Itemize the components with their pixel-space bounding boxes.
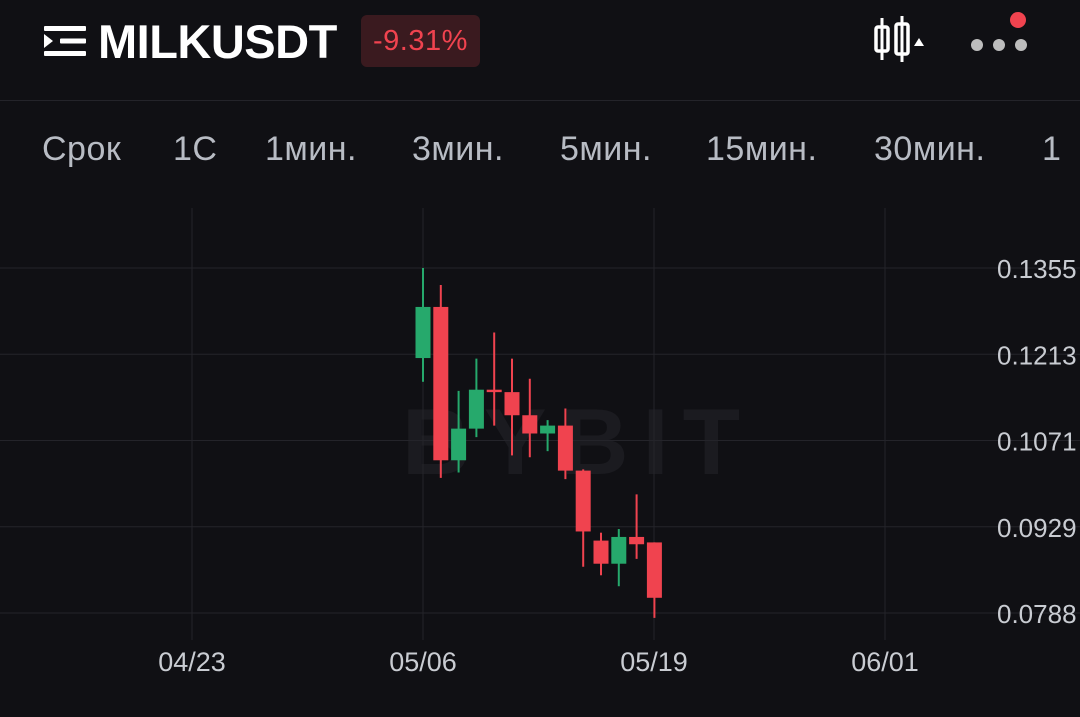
price-change-badge: -9.31% xyxy=(361,15,480,67)
notification-dot-icon xyxy=(1010,12,1026,28)
pair-title[interactable]: MILKUSDT xyxy=(98,15,337,68)
candle-body-up xyxy=(451,428,467,461)
candle-body-down xyxy=(593,540,609,564)
candle-body-down xyxy=(486,389,502,393)
x-axis-tick-label: 04/23 xyxy=(158,647,226,677)
candle-body-down xyxy=(646,542,662,598)
candle-body-up xyxy=(468,389,484,429)
tab-15min[interactable]: 15мин. xyxy=(706,130,818,168)
x-axis-tick-label: 05/06 xyxy=(389,647,457,677)
candle-body-up xyxy=(540,425,556,434)
candle-body-down xyxy=(575,470,591,532)
candle-body-down xyxy=(522,415,538,434)
tab-5min[interactable]: 5мин. xyxy=(560,130,652,168)
candle-body-up xyxy=(415,306,431,359)
candle-body-down xyxy=(557,425,573,471)
timeframe-tabs: Срок 1С 1мин. 3мин. 5мин. 15мин. 30мин. … xyxy=(0,120,1080,180)
tab-1h[interactable]: 1 xyxy=(1042,130,1062,168)
candle-body-down xyxy=(629,536,645,545)
y-axis-tick-label: 0.1213 xyxy=(997,340,1077,370)
tab-1s[interactable]: 1С xyxy=(173,130,218,168)
candle-body-up xyxy=(611,536,627,564)
y-axis-tick-label: 0.0788 xyxy=(997,599,1077,629)
tab-1min[interactable]: 1мин. xyxy=(265,130,357,168)
more-dot-icon xyxy=(971,39,983,51)
candle-body-down xyxy=(433,306,449,461)
tab-3min[interactable]: 3мин. xyxy=(412,130,504,168)
x-axis-tick-label: 06/01 xyxy=(851,647,919,677)
menu-icon[interactable] xyxy=(44,22,88,60)
more-dot-icon xyxy=(993,39,1005,51)
y-axis-tick-label: 0.1355 xyxy=(997,254,1077,284)
more-options-button[interactable] xyxy=(966,12,1032,60)
tab-period[interactable]: Срок xyxy=(42,130,122,168)
y-axis-tick-label: 0.0929 xyxy=(997,513,1077,543)
more-dot-icon xyxy=(1015,39,1027,51)
tab-30min[interactable]: 30мин. xyxy=(874,130,986,168)
y-axis-tick-label: 0.1071 xyxy=(997,427,1077,457)
candle-body-down xyxy=(504,392,520,416)
header: MILKUSDT -9.31% xyxy=(0,0,1080,100)
candlestick-chart-icon[interactable] xyxy=(872,14,930,66)
x-axis-tick-label: 05/19 xyxy=(620,647,688,677)
header-divider xyxy=(0,100,1080,101)
